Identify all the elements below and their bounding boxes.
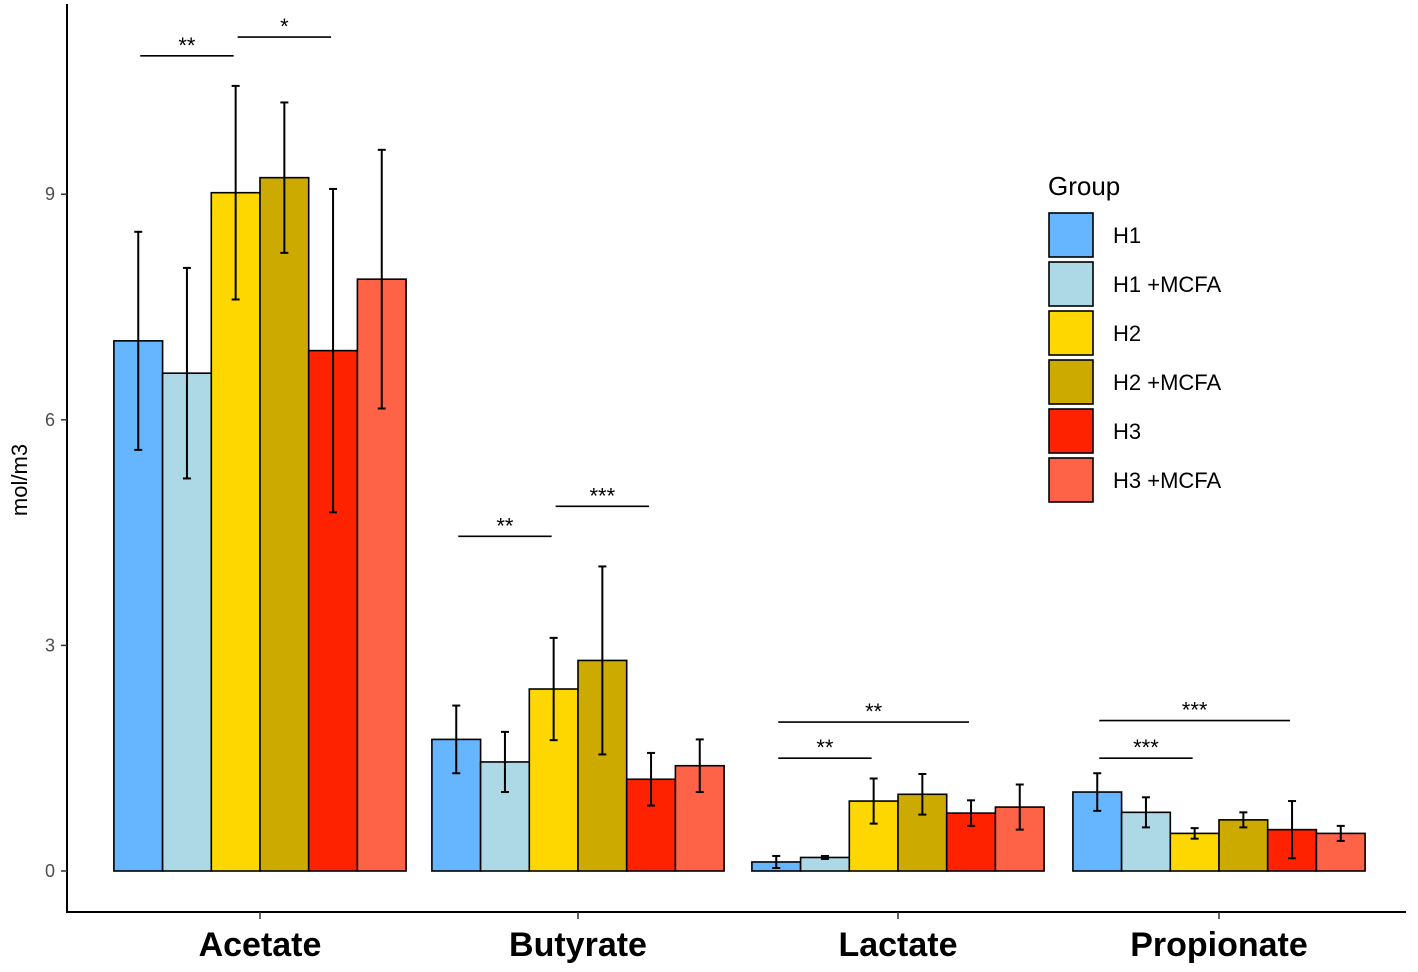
legend-label: H3 +MCFA — [1113, 468, 1222, 493]
y-axis: 0 3 6 9 — [45, 4, 68, 913]
bar — [259, 176, 310, 872]
significance-layer: ****************** — [140, 14, 1291, 760]
legend: Group H1 H1 +MCFA H2 H2 +MCFA H3 H3 +MCFA — [1048, 171, 1222, 503]
x-category-label: Lactate — [838, 926, 957, 964]
significance-label: ** — [816, 735, 834, 760]
y-tick-label: 6 — [45, 410, 55, 430]
significance-label: *** — [590, 483, 616, 508]
legend-label: H2 — [1113, 321, 1141, 346]
significance-label: * — [280, 14, 289, 39]
y-tick-label: 9 — [45, 184, 55, 204]
error-bars-layer — [134, 84, 1345, 869]
y-tick-label: 0 — [45, 861, 55, 881]
legend-label: H3 — [1113, 419, 1141, 444]
y-axis-title: mol/m3 — [7, 444, 32, 516]
legend-title: Group — [1048, 171, 1120, 201]
significance-label: *** — [1182, 698, 1208, 723]
significance-label: ** — [865, 699, 883, 724]
legend-swatch — [1048, 359, 1094, 405]
x-category-label: Acetate — [199, 926, 322, 964]
x-category-label: Butyrate — [509, 926, 647, 964]
significance-label: ** — [178, 33, 196, 58]
significance-label: ** — [496, 513, 514, 538]
significance-label: *** — [1133, 735, 1159, 760]
y-tick-label: 3 — [45, 635, 55, 655]
x-axis: Acetate Butyrate Lactate Propionate — [66, 911, 1406, 964]
x-category-label: Propionate — [1130, 926, 1308, 964]
legend-swatch — [1048, 310, 1094, 356]
bar — [210, 191, 261, 872]
legend-label: H1 — [1113, 223, 1141, 248]
bar — [161, 372, 213, 872]
legend-swatch — [1048, 408, 1094, 454]
legend-swatch — [1048, 261, 1094, 307]
legend-label: H1 +MCFA — [1113, 272, 1222, 297]
legend-swatch — [1048, 212, 1094, 258]
legend-label: H2 +MCFA — [1113, 370, 1222, 395]
legend-swatch — [1048, 457, 1094, 503]
